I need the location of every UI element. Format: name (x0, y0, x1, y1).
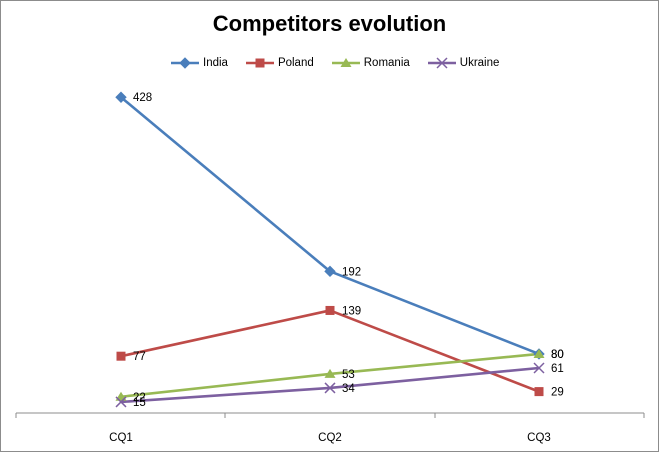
data-label-poland-cq3: 29 (551, 387, 564, 399)
legend-marker-poland (255, 58, 265, 68)
legend-item-india: India (171, 57, 228, 69)
legend-label-ukraine: Ukraine (459, 57, 500, 69)
chart-legend: India Poland Romania Ukraine (171, 53, 517, 73)
legend-swatch-ukraine (427, 57, 456, 69)
data-label-ukraine-cq1: 15 (133, 397, 146, 409)
data-label-india-cq1: 428 (133, 92, 152, 104)
legend-swatch-romania (331, 58, 360, 67)
chart-title: Competitors evolution (212, 11, 447, 36)
legend-marker-ukraine (436, 57, 448, 69)
data-label-ukraine-cq2: 34 (342, 383, 355, 395)
legend-item-poland: Poland (245, 57, 314, 69)
legend-item-romania: Romania (331, 57, 410, 69)
legend-marker-india (179, 57, 191, 69)
data-label-romania-cq3: 80 (551, 349, 564, 361)
point-india-cq2 (324, 265, 336, 278)
data-label-romania-cq2: 53 (342, 369, 355, 381)
legend-swatch-india (171, 57, 199, 69)
point-poland-cq1 (116, 351, 126, 361)
point-poland-cq3 (534, 387, 544, 397)
point-romania-cq2 (324, 368, 336, 378)
data-label-poland-cq1: 77 (133, 351, 146, 363)
x-tick-label-cq1: CQ1 (109, 432, 133, 444)
legend-label-india: India (203, 57, 228, 69)
legend-marker-romania (340, 58, 352, 67)
data-label-india-cq2: 192 (342, 266, 361, 278)
point-romania-cq3 (533, 348, 545, 358)
series-line-india (120, 96, 540, 356)
data-label-poland-cq2: 139 (342, 305, 361, 317)
legend-label-poland: Poland (277, 57, 314, 69)
legend-item-ukraine: Ukraine (427, 57, 500, 69)
legend-swatch-poland (245, 58, 274, 68)
data-label-romania-cq1: 22 (133, 392, 146, 404)
point-poland-cq2 (325, 305, 335, 315)
point-india-cq1 (115, 91, 127, 103)
legend-label-romania: Romania (363, 57, 410, 69)
point-ukraine-cq1 (115, 396, 127, 408)
data-label-india-cq3: 80 (551, 349, 564, 361)
x-tick-label-cq2: CQ2 (318, 432, 342, 444)
series-line-poland (120, 309, 540, 393)
x-tick-label-cq3: CQ3 (527, 432, 551, 444)
point-ukraine-cq3 (533, 362, 545, 374)
point-ukraine-cq2 (324, 382, 336, 394)
data-label-ukraine-cq3: 61 (551, 363, 564, 375)
